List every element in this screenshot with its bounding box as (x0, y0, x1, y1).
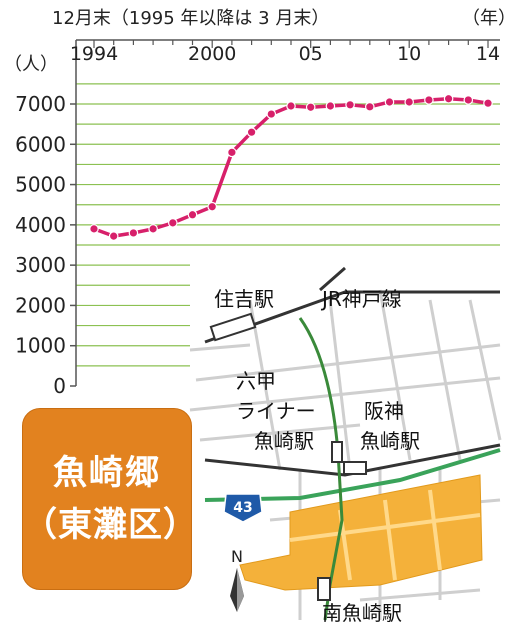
district-streets (289, 489, 481, 581)
data-point (227, 147, 237, 158)
data-point (128, 228, 139, 238)
data-point (384, 97, 395, 107)
y-tick-label: 1000 (15, 334, 66, 358)
label-rokko-2: ライナー (236, 399, 316, 423)
x-tick-label: 05 (299, 43, 323, 65)
label-rokko-uozaki-station: 魚崎駅 (254, 429, 314, 453)
series-population (89, 93, 493, 241)
data-point (148, 224, 158, 234)
y-tick-label: 7000 (15, 92, 66, 116)
route-43-number: 43 (233, 500, 252, 516)
y-tick-label: 2000 (15, 293, 66, 317)
label-hanshin: 阪神 (364, 399, 404, 423)
minami-uozaki-station-mark (317, 577, 331, 601)
data-point (443, 93, 454, 104)
chart-header-right: （年） (462, 8, 516, 29)
grid-lines (76, 83, 500, 367)
x-ticks: 1994 2000 05 10 14 (70, 40, 500, 65)
data-point (108, 231, 119, 241)
data-point (168, 218, 178, 228)
data-point (305, 102, 316, 113)
label-sumiyoshi-station: 住吉駅 (214, 287, 274, 311)
data-point (266, 109, 277, 119)
north-arrow-shade (237, 568, 244, 612)
x-tick-label: 1994 (70, 43, 118, 65)
data-point (404, 97, 414, 107)
north-label: N (231, 547, 243, 566)
data-point (364, 102, 375, 112)
rokko-liner (298, 317, 344, 621)
chart-header-left: 12月末（1995 年以降は 3 月末） (52, 8, 329, 29)
y-tick-label: 3000 (15, 253, 66, 277)
rokko-uozaki-station-mark (331, 441, 343, 463)
data-point (187, 209, 198, 220)
y-ticks: 0 1000 2000 3000 4000 5000 6000 7000 (15, 92, 76, 398)
data-point (483, 98, 493, 108)
jr-line-branch (319, 266, 346, 292)
x-tick-label: 2000 (188, 43, 236, 65)
data-point (463, 95, 474, 105)
y-tick-label: 4000 (15, 213, 66, 237)
label-jr-line: JR神戸線 (320, 287, 402, 311)
y-tick-label: 6000 (15, 132, 66, 156)
sumiyoshi-station-mark (209, 312, 257, 342)
data-point (246, 127, 257, 137)
title-line-1: 魚崎郷 (53, 453, 161, 493)
data-point (345, 100, 355, 110)
label-rokko-1: 六甲 (236, 369, 276, 393)
data-point (286, 101, 296, 111)
data-point (325, 101, 336, 111)
y-tick-label: 0 (53, 374, 66, 398)
x-tick-label: 14 (476, 43, 500, 65)
data-point (207, 201, 217, 212)
label-hanshin-uozaki-station: 魚崎駅 (360, 429, 420, 453)
x-tick-label: 10 (397, 43, 421, 65)
route-43-shield (223, 493, 263, 523)
y-unit-label: （人） (4, 54, 58, 75)
label-minami-uozaki-station: 南魚崎駅 (322, 601, 402, 625)
map: 43 N 住吉駅 JR神戸線 六甲 ライナー 魚崎駅 阪神 魚崎駅 南魚崎駅 (189, 266, 502, 625)
title-line-2: （東灘区） (23, 505, 198, 545)
y-tick-label: 5000 (15, 173, 66, 197)
data-point (424, 95, 434, 105)
series-line (93, 97, 489, 238)
data-point (89, 224, 99, 234)
hanshin-uozaki-station-mark (343, 461, 367, 475)
title-box: 魚崎郷 （東灘区） (22, 408, 198, 590)
